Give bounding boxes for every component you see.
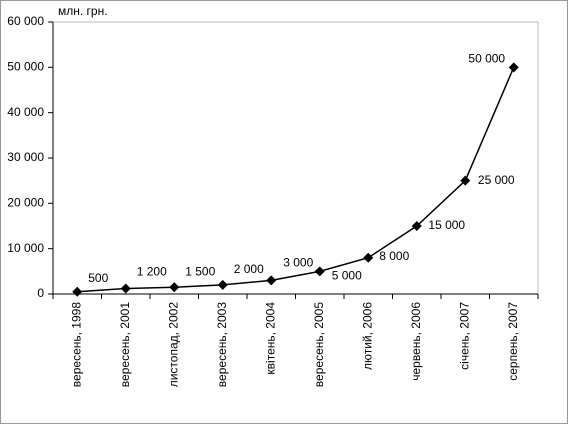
data-marker: [120, 283, 131, 294]
data-marker: [363, 252, 374, 263]
data-label: 1 500: [185, 264, 215, 278]
x-tick-label: червень, 2006: [409, 302, 423, 381]
x-tick-label: вересень, 2005: [312, 302, 326, 388]
y-tick-label: 40 000: [7, 105, 44, 119]
x-tick-label: квітень, 2004: [263, 302, 277, 375]
x-tick-label: вересень, 2003: [215, 302, 229, 388]
data-label: 25 000: [478, 173, 515, 187]
data-marker: [217, 279, 228, 290]
y-tick-label: 50 000: [7, 60, 44, 74]
data-marker: [411, 221, 422, 231]
x-tick-label: січень, 2007: [457, 302, 471, 370]
y-tick-label: 30 000: [7, 150, 44, 164]
data-label: 5 000: [332, 269, 362, 283]
y-tick-label: 0: [37, 286, 44, 300]
data-line: [77, 67, 515, 293]
y-tick-label: 60 000: [7, 14, 44, 28]
y-tick-label: 20 000: [7, 196, 44, 210]
data-marker: [314, 266, 325, 277]
data-label: 2 000: [234, 262, 264, 276]
data-label: 500: [88, 271, 108, 285]
x-tick-label: вересень, 2001: [118, 302, 132, 388]
data-label: 3 000: [283, 256, 313, 270]
data-marker: [460, 175, 471, 186]
x-tick-label: вересень, 1998: [69, 302, 83, 388]
data-marker: [72, 286, 83, 297]
data-label: 8 000: [379, 249, 409, 263]
x-tick-label: серпень, 2007: [506, 302, 520, 381]
y-tick-label: 10 000: [7, 241, 44, 255]
data-label: 15 000: [428, 218, 465, 232]
x-tick-label: лютий, 2006: [360, 302, 374, 370]
data-label: 1 200: [137, 265, 167, 279]
unit-label: млн. грн.: [58, 4, 108, 18]
x-tick-label: листопад, 2002: [166, 302, 180, 388]
data-marker: [266, 275, 277, 286]
data-label: 50 000: [468, 52, 505, 66]
data-marker: [508, 62, 519, 73]
data-marker: [169, 282, 180, 293]
